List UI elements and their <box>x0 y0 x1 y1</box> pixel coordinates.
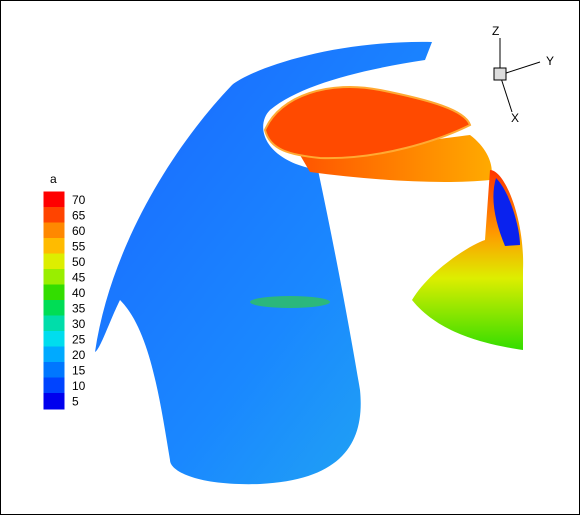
legend-title: a <box>50 172 57 186</box>
legend-label: 40 <box>72 286 86 300</box>
legend-swatch <box>43 346 65 363</box>
legend-label: 20 <box>72 348 86 362</box>
legend-swatch <box>43 331 65 348</box>
legend-label: 25 <box>72 332 86 346</box>
legend-swatch <box>43 222 65 239</box>
legend-label: 10 <box>72 379 86 393</box>
wedge-core <box>493 178 520 246</box>
legend-swatch <box>43 377 65 394</box>
legend-swatch <box>43 393 65 410</box>
legend-label: 50 <box>72 255 86 269</box>
legend-label: 55 <box>72 239 86 253</box>
legend-swatch <box>43 238 65 255</box>
legend-swatch <box>43 362 65 379</box>
legend-swatch <box>43 191 65 208</box>
legend-swatch <box>43 315 65 332</box>
legend-swatch <box>43 207 65 224</box>
legend-label: 45 <box>72 270 86 284</box>
legend-label: 70 <box>72 193 86 207</box>
shell-surface <box>95 41 432 485</box>
legend-swatch <box>43 253 65 270</box>
green-streak <box>250 296 330 308</box>
legend-swatch <box>43 300 65 317</box>
legend-label: 65 <box>72 208 86 222</box>
legend-label: 5 <box>72 394 79 408</box>
legend-label: 35 <box>72 301 86 315</box>
legend-label: 30 <box>72 317 86 331</box>
orange-blade <box>263 86 472 160</box>
axis-label: Z <box>492 24 499 38</box>
trailing-band <box>300 135 492 183</box>
axis-label: X <box>511 111 519 125</box>
legend-swatch <box>43 269 65 286</box>
legend-label: 15 <box>72 363 86 377</box>
legend-swatch <box>43 284 65 301</box>
axis-label: Y <box>546 54 554 68</box>
legend-label: 60 <box>72 224 86 238</box>
axis-triad <box>493 38 541 113</box>
